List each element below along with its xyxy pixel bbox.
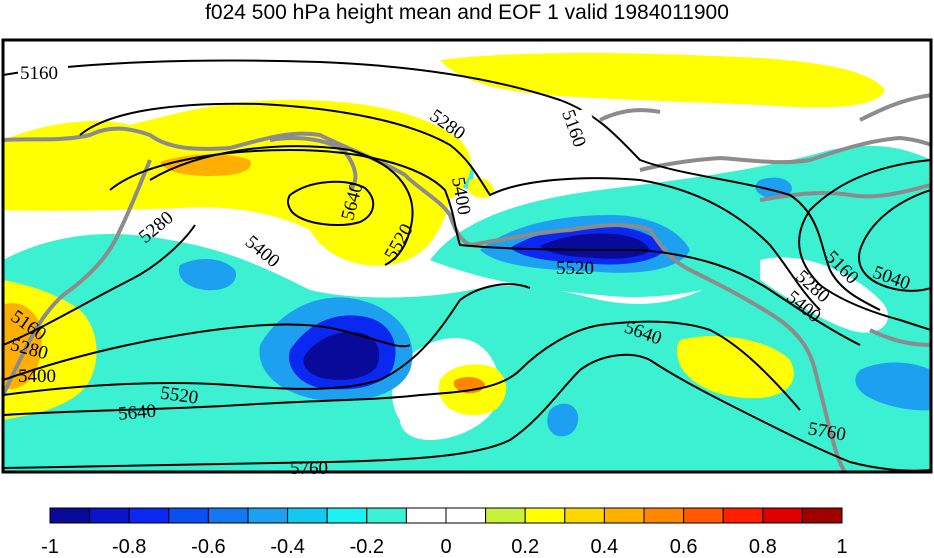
height-contour-layer [3,59,931,472]
colorbar-swatch [643,507,685,524]
coastline [3,126,471,247]
contour-5640-south [3,320,801,416]
coastline [599,108,661,122]
colorbar-tick-label: -0.4 [270,536,304,558]
contour-label: 5520 [556,258,594,279]
colorbar-swatch [683,507,724,524]
contour-5520-south [3,283,531,396]
contour-label: 5760 [290,458,328,479]
contour-label: 5640 [117,401,157,425]
coastline [469,223,847,472]
colorbar-tick-label: 0.4 [590,536,618,558]
negative-anomaly-core [178,258,236,291]
map-title: f024 500 hPa height mean and EOF 1 valid… [205,1,729,24]
colorbar-swatch [405,507,447,524]
contour-5640 [286,180,375,226]
colorbar-swatch [445,507,487,524]
colorbar-swatch [801,507,843,524]
colorbar-tick-label: 1 [836,536,847,558]
positive-anomaly-region [467,178,494,198]
colorbar-swatch [603,507,645,524]
colorbar-tick-label: 0.2 [511,536,539,558]
colorbar-swatch [722,507,764,524]
contour-label: 5400 [18,366,56,387]
colorbar-swatch [762,507,803,524]
colorbar-tick-label: -0.2 [350,536,384,558]
colorbar-tick-label: 0.8 [749,536,777,558]
map-frame [1,38,933,474]
colorbar-tick-label: -0.8 [112,536,146,558]
colorbar-swatch [326,507,368,524]
positive-anomaly-region [677,336,794,399]
contour-5400-south [3,323,411,381]
coastline [269,136,358,192]
contour-5280-south [3,224,196,346]
coastline [869,328,931,347]
coastline [759,183,931,202]
contour-5760 [3,353,931,472]
contour-5400 [109,148,861,346]
colorbar-swatch [366,507,407,524]
colorbar-tick-label: -0.6 [191,536,225,558]
colorbar-swatch [287,507,328,524]
coastline [859,93,931,122]
contour-5040 [858,189,931,292]
colorbar-swatch [89,507,130,524]
colorbar-swatch [524,507,566,524]
contour-5280 [79,102,821,311]
colorbar-swatch [49,507,91,524]
contour-5520 [149,145,414,266]
contour-5160 [3,59,881,311]
contour-label: 5160 [20,63,58,84]
contour-label: 5520 [159,383,200,409]
colorbar-swatch [128,507,170,524]
colorbar-swatch [247,507,289,524]
coastline [3,159,152,396]
colorbar-tick-label: 0 [440,536,451,558]
colorbar-tick-label: -1 [41,536,59,558]
negative-anomaly-core [855,362,931,411]
colorbar-swatch [168,507,209,524]
coastline [639,136,931,172]
coastline-layer [3,93,931,472]
colorbar-tick-labels: -1 -0.8 -0.6 -0.4 -0.2 0 0.2 0.4 0.6 0.8 1 [41,536,847,558]
colorbar-swatch [564,507,605,524]
negative-anomaly-core [540,233,650,259]
colorbar-swatch [207,507,249,524]
colorbar [49,507,843,524]
contour-5160-east [798,159,931,331]
positive-anomaly-core [3,303,42,390]
colorbar-tick-label: 0.6 [670,536,698,558]
colorbar-swatch [485,507,526,524]
negative-anomaly-core [547,403,579,437]
negative-anomaly-core [303,331,380,380]
positive-anomaly-region [440,53,885,108]
